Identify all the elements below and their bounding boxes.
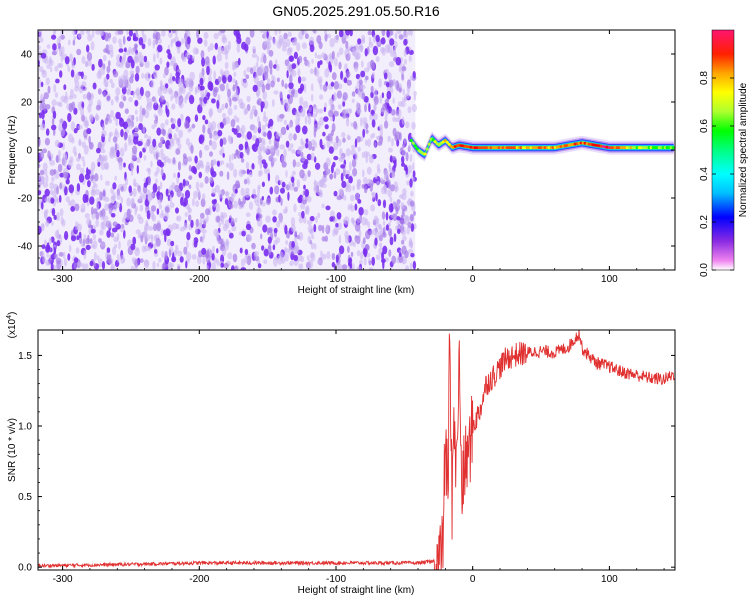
- snr-scale-note: (x104): [6, 312, 18, 339]
- snr-y-axis-label: SNR (10 * v/v): [7, 418, 18, 482]
- spec-ytick-label: 0: [26, 146, 32, 157]
- signal-ridge: [409, 131, 675, 162]
- ridge-core-cell: [671, 146, 675, 150]
- noise-blobs: [38, 30, 417, 270]
- ridge-core-cell: [423, 152, 427, 156]
- colorbar-tick-label: 0.4: [699, 167, 710, 181]
- ridge-core-cell: [413, 144, 417, 148]
- spectrogram-y-axis-label: Frequency (Hz): [7, 116, 18, 185]
- colorbar-gradient: [711, 29, 735, 271]
- spectrogram-x-axis-label: Height of straight line (km): [298, 285, 415, 296]
- spec-xtick-label: -100: [326, 274, 346, 285]
- spec-xtick-label: -300: [53, 274, 73, 285]
- ridge-core-cell: [431, 138, 435, 142]
- snr-ytick-label: 0.5: [18, 492, 32, 503]
- spec-ytick-label: 40: [21, 50, 33, 61]
- chart-title: GN05.2025.291.05.50.R16: [272, 3, 440, 19]
- snr-xtick-label: -200: [189, 574, 209, 585]
- ridge-core-cell: [409, 139, 413, 142]
- snr-xtick-label: 100: [601, 574, 618, 585]
- colorbar-ticks: 0.0 0.2 0.4 0.6 0.8: [699, 71, 734, 277]
- snr-scale-prefix: (x10: [7, 318, 18, 338]
- svg-text:(x104): (x104): [6, 312, 18, 339]
- snr-ytick-label: 1.0: [18, 422, 32, 433]
- snr-series-line: [38, 330, 675, 570]
- snr-x-axis-label: Height of straight line (km): [298, 585, 415, 596]
- ridge-core-cell: [425, 147, 429, 151]
- spectrogram-image: [38, 30, 675, 270]
- spec-ytick-label: -20: [18, 194, 33, 205]
- snr-axes: -300 -200 -100 0 100 0.0 0.5 1.0 1.5: [18, 330, 675, 585]
- colorbar-tick-label: 0.0: [699, 263, 710, 277]
- spec-ytick-label: -40: [18, 242, 33, 253]
- snr-ytick-label: 0.0: [18, 563, 32, 574]
- colorbar-tick-label: 0.8: [699, 71, 710, 85]
- spec-xtick-label: 0: [470, 274, 476, 285]
- snr-xtick-label: -300: [53, 574, 73, 585]
- snr-xtick-label: 0: [470, 574, 476, 585]
- spec-xtick-label: 100: [601, 274, 618, 285]
- colorbar-tick-label: 0.6: [699, 119, 710, 133]
- snr-panel: -300 -200 -100 0 100 0.0 0.5 1.0 1.5 Height of s…: [6, 312, 676, 596]
- snr-xtick-label: -100: [326, 574, 346, 585]
- snr-scale-exponent: 4: [6, 315, 13, 319]
- snr-frame: [37, 329, 676, 571]
- snr-ytick-label: 1.5: [18, 351, 32, 362]
- ridge-core-cell: [433, 140, 437, 144]
- colorbar-label: Normalized spectral amplitude: [738, 82, 749, 217]
- ridge-core-cell: [447, 143, 451, 146]
- ridge-core-cell: [445, 140, 449, 144]
- colorbar: 0.0 0.2 0.4 0.6 0.8 Normalized spectral ampl…: [699, 29, 749, 277]
- colorbar-tick-label: 0.2: [699, 215, 710, 229]
- ridge-core-cell: [443, 139, 447, 142]
- spec-xtick-label: -200: [189, 274, 209, 285]
- ridge-core-cell: [427, 142, 431, 146]
- ridge-core-cell: [411, 141, 415, 145]
- ridge-core-cell: [415, 147, 419, 151]
- spec-ytick-label: 20: [21, 98, 33, 109]
